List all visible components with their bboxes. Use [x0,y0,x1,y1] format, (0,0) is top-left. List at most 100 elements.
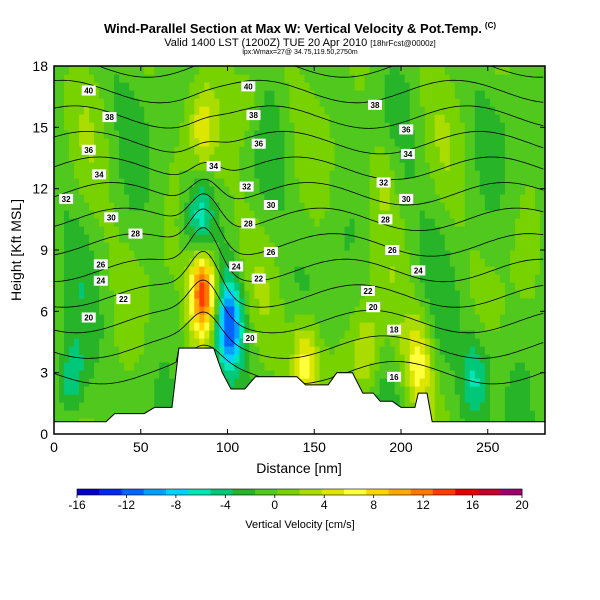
velocity-cell [454,74,461,83]
velocity-cell [259,90,266,99]
velocity-cell [94,178,100,187]
velocity-cell [119,306,125,315]
velocity-cell [169,210,175,219]
velocity-cell [314,130,321,139]
velocity-cell [214,306,220,315]
velocity-cell [454,274,461,283]
velocity-cell [274,370,281,379]
velocity-cell [179,82,185,91]
velocity-cell [384,314,391,323]
velocity-cell [184,330,190,339]
velocity-cell [349,114,356,123]
isentrope-labels: 4038363432302826242220403836343230282624… [59,81,426,382]
velocity-cell [339,322,346,331]
velocity-cell [449,170,456,179]
velocity-cell [209,122,215,131]
velocity-cell [194,322,200,331]
velocity-cell [184,274,190,283]
velocity-cell [344,138,351,147]
velocity-cell [414,170,421,179]
velocity-cell [104,306,110,315]
velocity-cell [469,250,476,259]
velocity-cell [189,210,195,219]
velocity-cell [79,306,85,315]
velocity-cell [174,290,180,299]
velocity-cell [149,266,155,275]
velocity-cell [169,306,175,315]
velocity-cell [134,210,140,219]
velocity-cell [469,106,476,115]
velocity-cell [54,90,60,99]
velocity-cell [499,322,506,331]
velocity-cell [174,74,180,83]
velocity-cell [479,322,486,331]
velocity-cell [189,90,195,99]
velocity-cell [429,354,436,363]
velocity-cell [119,394,125,403]
velocity-cell [239,370,245,379]
velocity-cell [359,258,366,267]
velocity-cell [54,178,60,187]
velocity-cell [184,162,190,171]
velocity-cell [124,322,130,331]
velocity-cell [254,282,261,291]
velocity-cell [499,74,506,83]
velocity-cell [139,370,145,379]
isentrope-label: 34 [403,150,412,159]
velocity-cell [404,258,411,267]
velocity-cell [409,370,416,379]
velocity-cell [369,362,376,371]
velocity-cell [519,298,526,307]
velocity-cell [214,250,220,259]
velocity-cell [59,298,65,307]
velocity-cell [504,346,511,355]
colorbar-tick-label: 20 [515,498,529,512]
velocity-cell [314,250,321,259]
velocity-cell [109,82,115,91]
velocity-cell [154,130,160,139]
velocity-cell [109,282,115,291]
velocity-cell [314,282,321,291]
velocity-cell [499,242,506,251]
velocity-cell [129,266,135,275]
velocity-cell [419,130,426,139]
velocity-cell [414,378,421,387]
velocity-cell [409,90,416,99]
velocity-cell [124,66,130,75]
velocity-cell [314,146,321,155]
velocity-cell [444,354,451,363]
velocity-cell [359,386,366,395]
velocity-cell [209,242,215,251]
velocity-cell [144,170,150,179]
velocity-cell [159,146,165,155]
velocity-cell [109,234,115,243]
velocity-cell [479,66,486,75]
velocity-cell [124,226,130,235]
velocity-cell [419,218,426,227]
velocity-cell [359,194,366,203]
velocity-cell [364,218,371,227]
velocity-cell [174,194,180,203]
velocity-cell [259,354,266,363]
velocity-cell [354,242,361,251]
velocity-cell [129,122,135,131]
velocity-cell [529,154,536,163]
velocity-cell [334,346,341,355]
velocity-cell [444,274,451,283]
velocity-cell [259,234,266,243]
velocity-cell [399,186,406,195]
velocity-cell [444,306,451,315]
velocity-cell [509,146,516,155]
velocity-cell [224,162,230,171]
velocity-cell [54,66,60,75]
velocity-cell [439,290,446,299]
velocity-cell [269,74,276,83]
velocity-cell [204,106,210,115]
velocity-cell [344,362,351,371]
velocity-cell [394,306,401,315]
velocity-cell [199,66,205,75]
velocity-cell [304,170,311,179]
velocity-cell [229,114,235,123]
velocity-cell [419,162,426,171]
velocity-cell [519,178,526,187]
